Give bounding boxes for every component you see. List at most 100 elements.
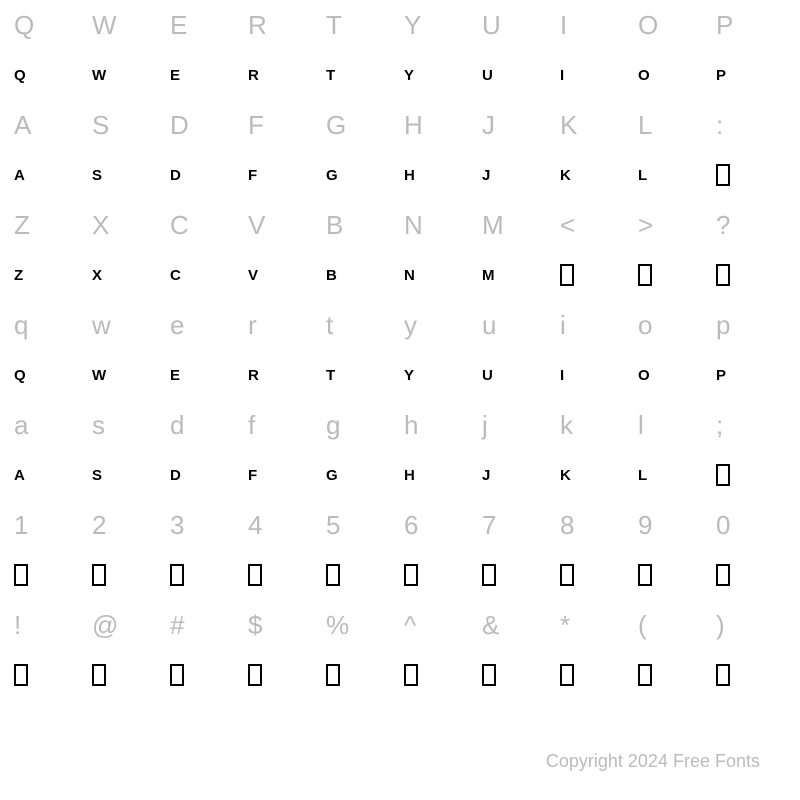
font-glyph: O: [634, 50, 712, 100]
reference-char: 0: [712, 500, 790, 550]
font-glyph: [322, 650, 400, 700]
reference-char: 2: [88, 500, 166, 550]
character-map-grid: QWERTYUIOPQWERTYUIOPASDFGHJKL:ASDFGHJKLZ…: [10, 0, 790, 700]
font-glyph: O: [634, 350, 712, 400]
font-glyph: [712, 550, 790, 600]
font-glyph: U: [478, 50, 556, 100]
reference-char: 8: [556, 500, 634, 550]
missing-glyph-icon: [560, 264, 574, 286]
character-map-container: QWERTYUIOPQWERTYUIOPASDFGHJKL:ASDFGHJKLZ…: [0, 0, 800, 800]
font-glyph: E: [166, 350, 244, 400]
missing-glyph-icon: [326, 664, 340, 686]
font-glyph: P: [712, 350, 790, 400]
font-glyph: P: [712, 50, 790, 100]
missing-glyph-icon: [14, 564, 28, 586]
font-glyph: [400, 650, 478, 700]
font-glyph: T: [322, 50, 400, 100]
reference-char: t: [322, 300, 400, 350]
font-glyph: [634, 550, 712, 600]
reference-char: k: [556, 400, 634, 450]
reference-char: K: [556, 100, 634, 150]
font-glyph: H: [400, 450, 478, 500]
reference-char: e: [166, 300, 244, 350]
reference-char: L: [634, 100, 712, 150]
font-glyph: [712, 250, 790, 300]
reference-char: M: [478, 200, 556, 250]
font-glyph: [634, 650, 712, 700]
font-glyph: A: [10, 450, 88, 500]
reference-char: i: [556, 300, 634, 350]
reference-char: #: [166, 600, 244, 650]
missing-glyph-icon: [248, 564, 262, 586]
font-glyph: Z: [10, 250, 88, 300]
font-glyph: S: [88, 150, 166, 200]
reference-char: Z: [10, 200, 88, 250]
font-glyph: [712, 450, 790, 500]
reference-char: I: [556, 0, 634, 50]
reference-char: X: [88, 200, 166, 250]
font-glyph: J: [478, 450, 556, 500]
font-glyph: [166, 550, 244, 600]
reference-char: Q: [10, 0, 88, 50]
reference-char: ;: [712, 400, 790, 450]
font-glyph: X: [88, 250, 166, 300]
missing-glyph-icon: [404, 564, 418, 586]
missing-glyph-icon: [92, 564, 106, 586]
font-glyph: [322, 550, 400, 600]
font-glyph: I: [556, 350, 634, 400]
font-glyph: F: [244, 150, 322, 200]
missing-glyph-icon: [14, 664, 28, 686]
missing-glyph-icon: [716, 464, 730, 486]
font-glyph: [10, 550, 88, 600]
reference-char: 3: [166, 500, 244, 550]
reference-char: 4: [244, 500, 322, 550]
missing-glyph-icon: [560, 564, 574, 586]
reference-char: !: [10, 600, 88, 650]
reference-char: j: [478, 400, 556, 450]
font-glyph: D: [166, 450, 244, 500]
font-glyph: H: [400, 150, 478, 200]
reference-char: N: [400, 200, 478, 250]
reference-char: $: [244, 600, 322, 650]
reference-char: a: [10, 400, 88, 450]
font-glyph: W: [88, 350, 166, 400]
reference-char: B: [322, 200, 400, 250]
reference-char: o: [634, 300, 712, 350]
missing-glyph-icon: [170, 664, 184, 686]
font-glyph: [166, 650, 244, 700]
missing-glyph-icon: [716, 564, 730, 586]
reference-char: f: [244, 400, 322, 450]
missing-glyph-icon: [404, 664, 418, 686]
reference-char: V: [244, 200, 322, 250]
font-glyph: [88, 650, 166, 700]
reference-char: 6: [400, 500, 478, 550]
reference-char: u: [478, 300, 556, 350]
font-glyph: [712, 150, 790, 200]
reference-char: H: [400, 100, 478, 150]
font-glyph: M: [478, 250, 556, 300]
reference-char: :: [712, 100, 790, 150]
reference-char: 1: [10, 500, 88, 550]
reference-char: l: [634, 400, 712, 450]
missing-glyph-icon: [716, 264, 730, 286]
missing-glyph-icon: [248, 664, 262, 686]
missing-glyph-icon: [716, 164, 730, 186]
font-glyph: U: [478, 350, 556, 400]
font-glyph: E: [166, 50, 244, 100]
reference-char: *: [556, 600, 634, 650]
missing-glyph-icon: [638, 564, 652, 586]
reference-char: >: [634, 200, 712, 250]
missing-glyph-icon: [638, 664, 652, 686]
reference-char: &: [478, 600, 556, 650]
reference-char: 7: [478, 500, 556, 550]
reference-char: (: [634, 600, 712, 650]
font-glyph: I: [556, 50, 634, 100]
font-glyph: [556, 250, 634, 300]
font-glyph: C: [166, 250, 244, 300]
reference-char: W: [88, 0, 166, 50]
reference-char: h: [400, 400, 478, 450]
font-glyph: [712, 650, 790, 700]
font-glyph: S: [88, 450, 166, 500]
missing-glyph-icon: [326, 564, 340, 586]
font-glyph: [88, 550, 166, 600]
